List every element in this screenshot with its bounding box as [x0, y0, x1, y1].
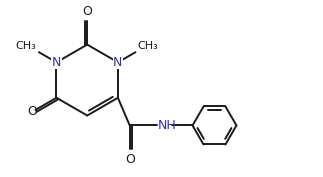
- Text: O: O: [125, 153, 135, 166]
- Text: O: O: [27, 105, 37, 118]
- Text: CH₃: CH₃: [16, 41, 36, 50]
- Text: O: O: [82, 5, 92, 18]
- Text: NH: NH: [157, 119, 176, 132]
- Text: N: N: [52, 56, 61, 69]
- Text: N: N: [113, 56, 123, 69]
- Text: CH₃: CH₃: [138, 41, 159, 50]
